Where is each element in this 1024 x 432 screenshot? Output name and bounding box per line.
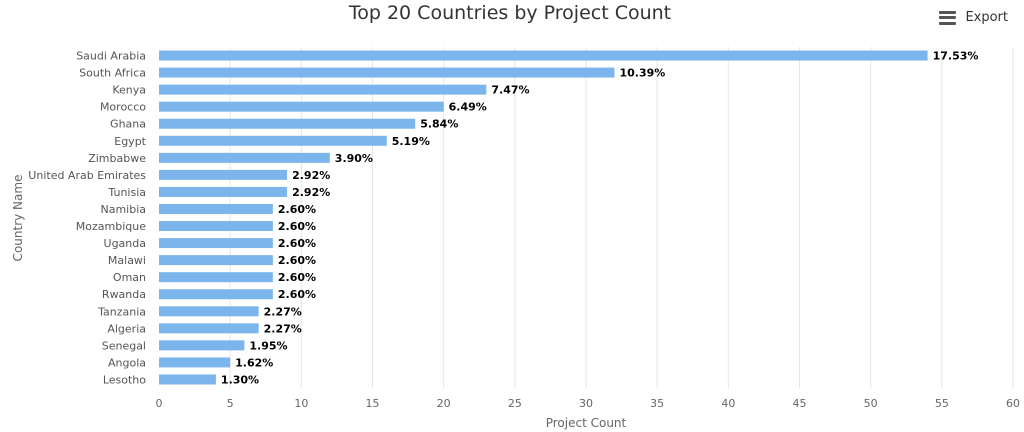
category-label: Tanzania [97, 305, 146, 318]
x-tick-label: 35 [650, 397, 664, 410]
x-tick-label: 60 [1006, 397, 1020, 410]
category-label: Lesotho [103, 373, 146, 386]
category-label: United Arab Emirates [28, 169, 146, 182]
bar [159, 186, 288, 197]
x-tick-label: 50 [864, 397, 878, 410]
hamburger-menu-icon [939, 8, 957, 27]
bar [159, 357, 231, 368]
category-label: Saudi Arabia [76, 50, 146, 63]
x-tick-label: 10 [294, 397, 308, 410]
x-tick-label: 15 [366, 397, 380, 410]
labels: 0 5 10 15 20 25 30 35 40 45 50 55 60 Saudi Arabia 17.5… [28, 50, 1020, 410]
bar [159, 203, 273, 214]
category-label: South Africa [79, 67, 146, 80]
category-label: Morocco [100, 101, 146, 114]
data-label: 2.60% [278, 288, 316, 301]
x-tick-label: 40 [721, 397, 735, 410]
x-tick-label: 55 [935, 397, 949, 410]
category-label: Zimbabwe [88, 152, 146, 165]
x-axis-title: Project Count [546, 416, 627, 430]
category-label: Namibia [100, 203, 146, 216]
data-label: 5.84% [420, 118, 458, 131]
bar [159, 118, 416, 129]
data-label: 10.39% [619, 67, 665, 80]
x-tick-label: 45 [793, 397, 807, 410]
bar [159, 374, 216, 385]
data-label: 2.60% [278, 220, 316, 233]
data-label: 2.60% [278, 203, 316, 216]
x-tick-label: 25 [508, 397, 522, 410]
bar [159, 101, 444, 112]
bar [159, 323, 259, 334]
bar [159, 340, 245, 351]
export-button[interactable]: Export [939, 8, 1008, 27]
bar [159, 238, 273, 249]
category-label: Egypt [114, 135, 146, 148]
category-label: Angola [108, 356, 146, 369]
bar [159, 67, 615, 78]
bar [159, 272, 273, 283]
data-label: 2.27% [264, 305, 302, 318]
data-label: 2.92% [292, 169, 330, 182]
data-label: 3.90% [335, 152, 373, 165]
bar [159, 84, 487, 95]
category-label: Uganda [104, 237, 146, 250]
data-label: 6.49% [449, 101, 487, 114]
x-tick-label: 30 [579, 397, 593, 410]
export-label: Export [965, 10, 1008, 25]
bar [159, 50, 928, 61]
x-tick-label: 20 [437, 397, 451, 410]
bar [159, 135, 387, 146]
bars [159, 50, 928, 385]
data-label: 17.53% [933, 50, 979, 63]
bar [159, 169, 288, 180]
data-label: 2.92% [292, 186, 330, 199]
chart-title: Top 20 Countries by Project Count [348, 2, 672, 24]
data-label: 7.47% [491, 84, 529, 97]
bar [159, 306, 259, 317]
category-label: Oman [113, 271, 146, 284]
x-tick-label: 5 [227, 397, 234, 410]
data-label: 2.27% [264, 322, 302, 335]
bar [159, 152, 330, 163]
grid-lines [229, 47, 1014, 388]
data-label: 1.95% [249, 339, 287, 352]
bar [159, 255, 273, 266]
data-label: 2.60% [278, 237, 316, 250]
data-label: 1.30% [221, 373, 259, 386]
category-label: Mozambique [76, 220, 146, 233]
category-label: Algeria [107, 322, 146, 335]
category-label: Rwanda [102, 288, 146, 301]
data-label: 5.19% [392, 135, 430, 148]
data-label: 2.60% [278, 254, 316, 267]
x-tick-label: 0 [156, 397, 163, 410]
category-label: Senegal [102, 339, 146, 352]
bar [159, 221, 273, 232]
category-label: Ghana [110, 118, 146, 131]
data-label: 1.62% [235, 356, 273, 369]
bar [159, 289, 273, 300]
y-axis-title: Country Name [11, 175, 25, 262]
category-label: Tunisia [107, 186, 146, 199]
data-label: 2.60% [278, 271, 316, 284]
category-label: Kenya [112, 84, 146, 97]
category-label: Malawi [108, 254, 146, 267]
